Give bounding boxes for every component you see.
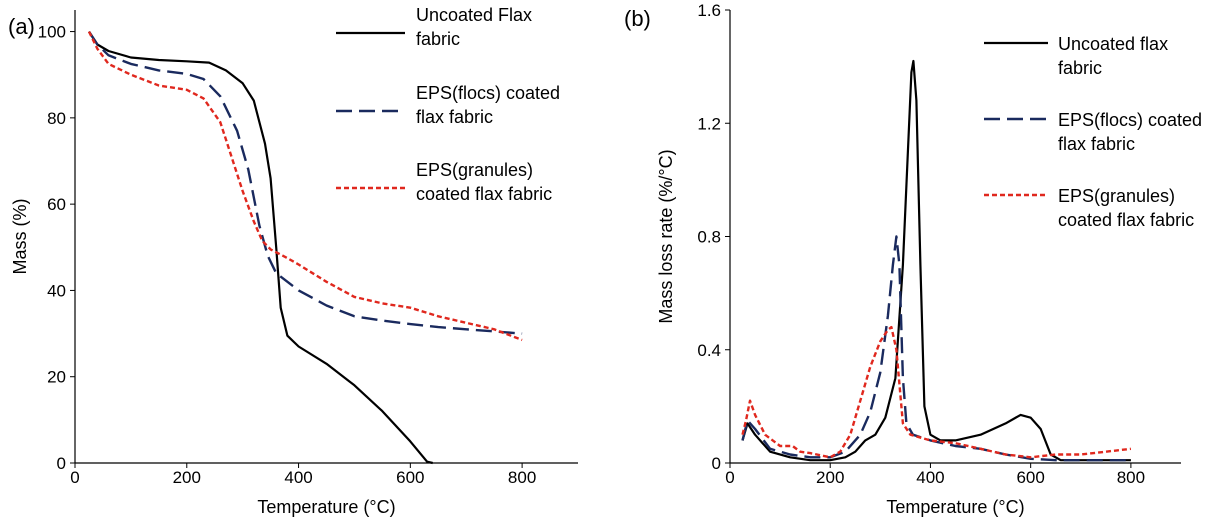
panel-a-legend-label-0: Uncoated Flax	[416, 5, 532, 25]
panel-a-x-tick-label: 600	[396, 468, 424, 487]
panel-b-x-tick-label: 200	[816, 468, 844, 487]
panel-a-y-tick-label: 0	[57, 454, 66, 473]
panel-a-x-tick-label: 0	[70, 468, 79, 487]
panel-a-axes: 0 200 400 600 800 0 20 40 60 80 100 Temperature (°C…	[10, 10, 578, 517]
panel-a-x-tick-label: 400	[284, 468, 312, 487]
panel-b-series-line-2	[741, 325, 1132, 459]
panel-a-series-line-0	[88, 30, 433, 465]
panel-a-y-tick-label: 40	[47, 281, 66, 300]
panel-b-series-line-0	[741, 59, 1131, 462]
panel-b-legend-label-2: coated flax fabric	[1058, 210, 1194, 230]
panel-a-x-axis-title: Temperature (°C)	[257, 497, 395, 517]
panel-b-legend-label-2: EPS(granules)	[1058, 186, 1175, 206]
panel-b-y-tick-label: 0.4	[697, 341, 721, 360]
panel-b-mass-loss-rate-chart: (b) 0 200 400 600 800 0 0.4 0.8 1.2 1.6 Temperatur…	[624, 1, 1202, 517]
panel-a-mass-chart: (a) 0 200 400 600 800 0 20 40 60 80 100 Temperature…	[8, 5, 578, 517]
panel-b-legend-label-1: flax fabric	[1058, 134, 1135, 154]
panel-a-legend-label-1: flax fabric	[416, 107, 493, 127]
panel-a-series	[87, 30, 523, 465]
panel-a-x-tick-label: 800	[508, 468, 536, 487]
panel-b-y-tick-label: 1.2	[697, 114, 721, 133]
panel-b-y-tick-label: 0	[712, 454, 721, 473]
panel-b-series	[741, 59, 1132, 462]
panel-a-legend-label-0: fabric	[416, 29, 460, 49]
panel-b-legend-label-0: Uncoated flax	[1058, 34, 1168, 54]
panel-b-legend: Uncoated flax fabric EPS(flocs) coated flax…	[984, 34, 1202, 230]
panel-b-series-line-1	[741, 235, 1131, 462]
panel-b-y-tick-label: 1.6	[697, 1, 721, 20]
panel-a-legend-label-2: coated flax fabric	[416, 184, 552, 204]
panel-b-label: (b)	[624, 6, 651, 31]
panel-b-x-tick-label: 0	[725, 468, 734, 487]
panel-b-x-tick-label: 600	[1016, 468, 1044, 487]
panel-a-y-axis-title: Mass (%)	[10, 199, 30, 275]
panel-b-legend-label-1: EPS(flocs) coated	[1058, 110, 1202, 130]
panel-b-x-tick-label: 400	[916, 468, 944, 487]
panel-a-y-tick-label: 100	[38, 23, 66, 42]
panel-a-x-tick-label: 200	[173, 468, 201, 487]
panel-a-y-tick-label: 60	[47, 195, 66, 214]
panel-a-y-tick-label: 20	[47, 368, 66, 387]
panel-b-x-axis-title: Temperature (°C)	[886, 497, 1024, 517]
panel-a-series-line-2	[87, 31, 523, 342]
panel-a-label: (a)	[8, 14, 35, 39]
panel-b-x-tick-label: 800	[1117, 468, 1145, 487]
panel-a-legend-label-2: EPS(granules)	[416, 160, 533, 180]
panel-a-legend-label-1: EPS(flocs) coated	[416, 83, 560, 103]
panel-b-y-tick-label: 0.8	[697, 228, 721, 247]
panel-b-axes: 0 200 400 600 800 0 0.4 0.8 1.2 1.6 Temperature (°…	[656, 1, 1181, 517]
panel-a-legend: Uncoated Flax fabric EPS(flocs) coated flax…	[336, 5, 560, 204]
panel-a-series-line-1	[87, 30, 523, 335]
panel-b-y-axis-title: Mass loss rate (%/°C)	[656, 149, 676, 323]
panel-a-y-tick-label: 80	[47, 109, 66, 128]
panel-b-legend-label-0: fabric	[1058, 58, 1102, 78]
